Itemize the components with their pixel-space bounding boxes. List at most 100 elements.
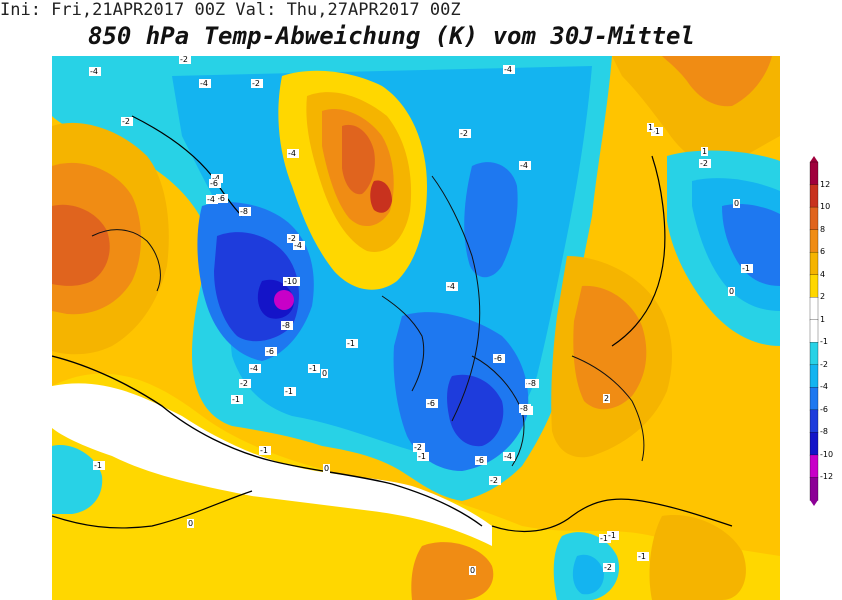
legend-swatch — [809, 229, 819, 253]
contour-label: 0 — [188, 519, 193, 528]
contour-label: -6 — [266, 347, 274, 356]
contour-label-bg — [728, 287, 735, 296]
contour-label: -10 — [284, 277, 297, 286]
contour-label: -4 — [504, 65, 512, 74]
contour-label: -1 — [309, 364, 317, 373]
contour-label-bg — [475, 456, 487, 465]
contour-label-bg — [211, 174, 223, 183]
contour-label: -1 — [418, 452, 426, 461]
contour-label: -1 — [94, 461, 102, 470]
contour-label-bg — [699, 159, 711, 168]
contour-label-bg — [426, 399, 438, 408]
legend-colorbar — [809, 156, 819, 506]
contour-label-bg — [603, 394, 610, 403]
contour-label: -2 — [700, 159, 708, 168]
contour-label-bg — [489, 476, 501, 485]
contour-label-bg — [251, 79, 263, 88]
contour-label-bg — [287, 149, 299, 158]
run-info: Ini: Fri,21APR2017 00Z Val: Thu,27APR201… — [0, 0, 461, 20]
contour-label-bg — [206, 195, 218, 204]
contour-label: -8 — [520, 404, 528, 413]
contour-label: 1 — [648, 123, 653, 132]
legend-swatch — [809, 206, 819, 231]
legend-swatch — [809, 432, 819, 456]
legend-swatch — [809, 409, 819, 434]
contour-label: -1 — [652, 127, 660, 136]
contour-label-bg — [651, 127, 663, 136]
contour-label-bg — [637, 552, 649, 561]
legend-swatch — [809, 319, 819, 343]
contour-label: -1 — [742, 264, 750, 273]
contour-label-bg — [323, 464, 330, 473]
anomaly-map: -4 -2 -4 -2 -2 -4 -4 -6 -6 -4 -8 -2 -4 -10 -8 -6 -4 -2 -1-… — [52, 56, 780, 600]
contour-label: -2 — [490, 476, 498, 485]
contour-label-bg — [493, 354, 505, 363]
contour-label: -8 — [240, 207, 248, 216]
contour-label: -2 — [240, 379, 248, 388]
contour-label: 0 — [729, 287, 734, 296]
legend-tick-label: 4 — [820, 269, 826, 279]
legend-tick-label: -6 — [820, 404, 828, 414]
contour-label-bg — [239, 207, 251, 216]
legend-arrow-bottom — [810, 500, 818, 506]
legend-arrow-top — [810, 156, 818, 162]
contour-label-bg — [607, 531, 619, 540]
contour-label: -4 — [504, 452, 512, 461]
contour-label: 0 — [734, 199, 739, 208]
contour-label-bg — [519, 161, 531, 170]
legend-swatch — [809, 342, 819, 366]
contour-label: -4 — [294, 241, 302, 250]
legend-swatch — [809, 454, 819, 479]
contour-label: -6 — [217, 194, 225, 203]
legend-swatch — [809, 364, 819, 388]
legend-tick-label: 6 — [820, 247, 826, 257]
legend-tick-label: -2 — [820, 359, 828, 369]
legend-swatch — [809, 274, 819, 298]
contour-label-bg — [259, 446, 271, 455]
contour-label-bg — [527, 379, 539, 388]
contour-label-bg — [179, 56, 191, 64]
contour-label-bg — [231, 395, 243, 404]
legend-swatch — [809, 161, 819, 186]
contour-label-bg — [519, 404, 531, 413]
contour-label-bg — [503, 452, 515, 461]
contour-label: 0 — [322, 369, 327, 378]
contour-label: -2 — [288, 234, 296, 243]
legend-tick-label: -10 — [820, 449, 834, 459]
contour-label-bg — [446, 282, 458, 291]
legend-tick-label: -12 — [820, 472, 834, 482]
contour-label: -4 — [212, 174, 220, 183]
contour-label-bg — [284, 387, 296, 396]
contour-label: -4 — [288, 149, 296, 158]
contour-label: -2 — [252, 79, 260, 88]
contour-label: -6 — [476, 456, 484, 465]
contour-label-bg — [599, 534, 611, 543]
contour-label: -1 — [285, 387, 293, 396]
contour-label: 2 — [604, 394, 609, 403]
contour-label-bg — [469, 566, 476, 575]
contour-label-bg — [199, 79, 211, 88]
contour-label: -4 — [207, 195, 215, 204]
contour-label: -4 — [447, 282, 455, 291]
contour-label-bg — [293, 241, 305, 250]
contour-label-bg — [603, 563, 615, 572]
contour-label: -4 — [200, 79, 208, 88]
contour-label: -2 — [180, 56, 188, 64]
contour-label: -1 — [638, 552, 646, 561]
contour-label-bg — [413, 443, 425, 452]
contour-label-bg — [741, 264, 753, 273]
contour-label: -6 — [210, 179, 218, 188]
legend-tick-label: 1 — [820, 314, 826, 324]
legend-swatch — [809, 387, 819, 411]
legend-swatch — [809, 184, 819, 208]
contour-label: -1 — [347, 339, 355, 348]
legend-tick-label: 8 — [820, 224, 826, 234]
contour-label-bg — [308, 364, 320, 373]
map-title: 850 hPa Temp-Abweichung (K) vom 30J-Mitt… — [88, 22, 695, 50]
contour-label-bg — [459, 129, 471, 138]
contour-label: -2 — [414, 443, 422, 452]
contour-label: -4 — [520, 161, 528, 170]
contour-label: -2 — [122, 117, 130, 126]
contour-label-bg — [121, 117, 133, 126]
legend-tick-label: 10 — [820, 202, 831, 212]
